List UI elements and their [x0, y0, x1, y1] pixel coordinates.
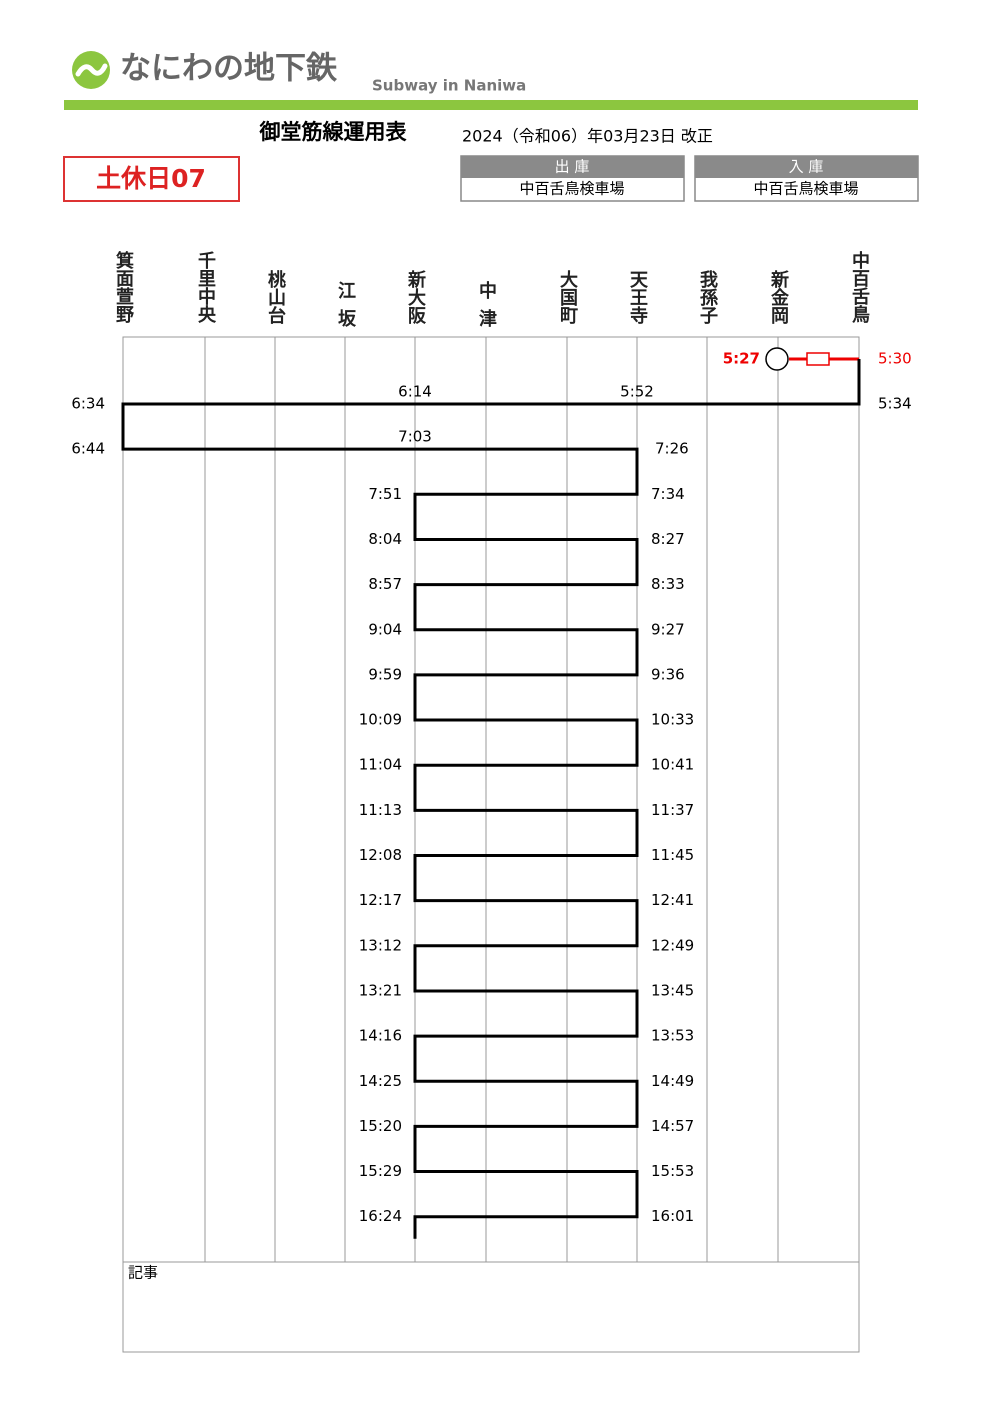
- station-name: 我孫子: [697, 270, 718, 324]
- time-label: 9:59: [368, 665, 402, 683]
- time-label: 9:27: [651, 620, 685, 638]
- time-label: 11:04: [359, 756, 402, 774]
- station-name: 桃山台: [265, 270, 286, 324]
- header-bar: [64, 100, 918, 110]
- time-label: 6:44: [71, 440, 105, 458]
- station-name: 千里中央: [195, 251, 216, 323]
- time-label: 12:08: [359, 846, 402, 864]
- logo-text: なにわの地下鉄: [120, 51, 338, 87]
- time-label: 5:27: [723, 350, 760, 368]
- time-label: 15:53: [651, 1162, 694, 1180]
- station-name: 箕面萱野: [113, 251, 134, 323]
- depot-circle: [765, 347, 789, 371]
- run-path: [121, 359, 861, 1239]
- time-label: 10:33: [651, 711, 694, 729]
- time-label: 14:57: [651, 1117, 694, 1135]
- time-label: 9:36: [651, 665, 685, 683]
- time-label: 5:34: [878, 395, 912, 413]
- depot-rect: [806, 352, 830, 366]
- depot-out-place: 中百舌鳥検車場: [519, 180, 624, 198]
- diagram-frame: [122, 336, 860, 1353]
- time-label: 8:33: [651, 575, 685, 593]
- time-label: 5:52: [620, 383, 654, 401]
- time-label: 7:51: [368, 485, 402, 503]
- time-label: 15:29: [359, 1162, 402, 1180]
- time-label: 9:04: [368, 620, 402, 638]
- time-label: 12:41: [651, 891, 694, 909]
- time-label: 10:09: [359, 711, 402, 729]
- logo-wave: [75, 63, 108, 77]
- notes-label: 記事: [128, 1264, 158, 1282]
- time-label: 13:21: [359, 981, 402, 999]
- station-name: 中津: [476, 281, 497, 327]
- depot-in-place: 中百舌鳥検車場: [753, 180, 858, 198]
- time-label: 13:45: [651, 981, 694, 999]
- time-label: 6:34: [71, 395, 105, 413]
- time-labels: 5:27 5:30 5:34 5:52 6:14 6:34 6:44 7:03 7:26 7:51…: [71, 350, 911, 1226]
- badge: 土休日07: [96, 164, 206, 193]
- revision: 2024（令和06）年03月23日 改正: [462, 127, 713, 146]
- depot-in-head: [695, 156, 918, 178]
- time-label: 7:26: [655, 440, 689, 458]
- time-label: 6:14: [398, 383, 432, 401]
- time-label: 16:24: [359, 1207, 402, 1225]
- time-label: 11:37: [651, 801, 694, 819]
- time-label: 14:16: [359, 1027, 402, 1045]
- badge-box: [63, 156, 240, 202]
- title: 御堂筋線運用表: [259, 120, 408, 144]
- time-label: 8:57: [368, 575, 402, 593]
- time-label: 13:12: [359, 936, 402, 954]
- time-label: 12:17: [359, 891, 402, 909]
- time-label: 11:45: [651, 846, 694, 864]
- time-label: 8:27: [651, 530, 685, 548]
- logo-subtitle: Subway in Naniwa: [372, 77, 526, 95]
- time-label: 7:34: [651, 485, 685, 503]
- time-label: 14:25: [359, 1072, 402, 1090]
- station-name: 新大阪: [405, 270, 426, 324]
- depot-in-label: 入 庫: [789, 158, 824, 176]
- station-name: 大国町: [557, 270, 578, 324]
- station-name: 天王寺: [627, 270, 648, 324]
- time-label: 5:30: [878, 350, 912, 368]
- time-label: 16:01: [651, 1207, 694, 1225]
- time-label: 14:49: [651, 1072, 694, 1090]
- time-label: 10:41: [651, 756, 694, 774]
- station-name: 新金岡: [768, 270, 789, 324]
- time-label: 11:13: [359, 801, 402, 819]
- run-lines: [121, 347, 861, 1239]
- time-label: 8:04: [368, 530, 402, 548]
- depot-out-head: [461, 156, 684, 178]
- time-label: 15:20: [359, 1117, 402, 1135]
- station-name: 江坂: [335, 281, 356, 327]
- depot-out-label: 出 庫: [555, 158, 590, 176]
- time-label: 12:49: [651, 936, 694, 954]
- time-label: 13:53: [651, 1027, 694, 1045]
- time-label: 7:03: [398, 428, 432, 446]
- station-name: 中百舌鳥: [849, 251, 870, 323]
